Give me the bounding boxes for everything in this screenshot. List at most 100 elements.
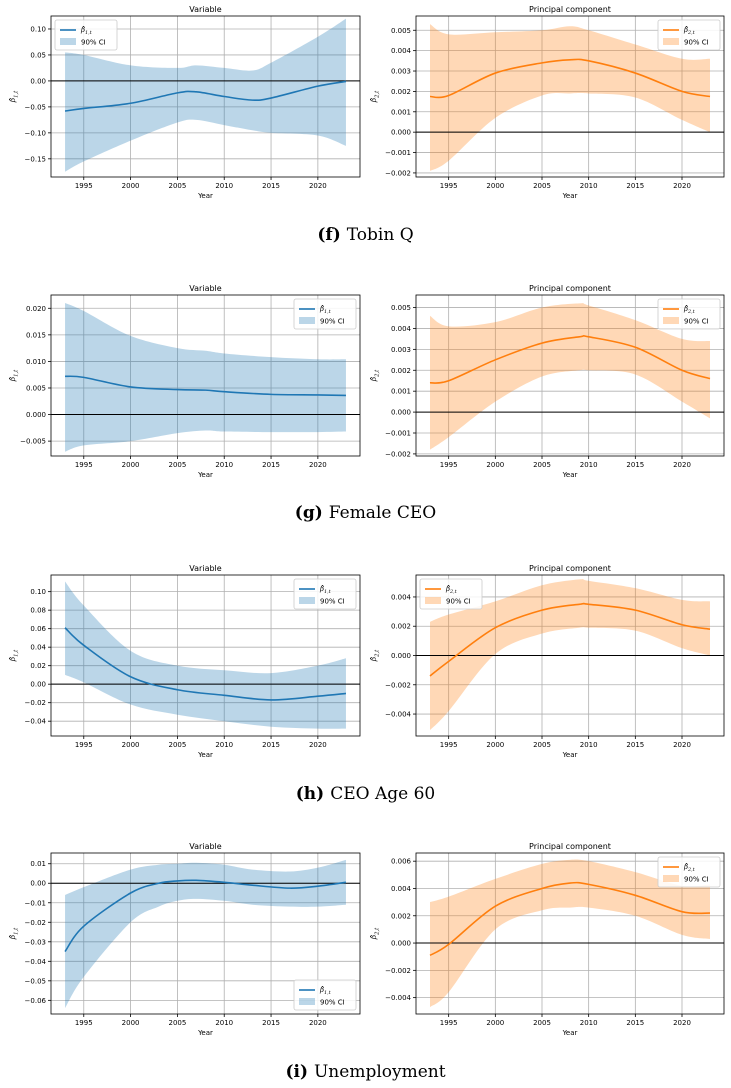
axes-frame [50, 294, 361, 457]
y-tick-label: 0.001 [391, 388, 411, 396]
legend-line-label: β̂1,t [319, 584, 331, 595]
x-tick-label: 1995 [440, 1019, 458, 1027]
y-tick-label: 0.005 [391, 304, 411, 312]
x-tick-label: 2005 [533, 1019, 551, 1027]
y-tick-label: 0.003 [391, 68, 411, 76]
x-tick-label: 2000 [486, 1019, 504, 1027]
legend-box [657, 298, 721, 330]
y-axis-label: β̂2,t [369, 649, 380, 662]
legend: β̂2,t 90% CI [657, 856, 721, 888]
y-axis-label-text: β̂2,t [369, 90, 380, 103]
chart-title: Principal component [529, 284, 611, 293]
legend-ci-label: 90% CI [320, 318, 345, 326]
legend-ci-label: 90% CI [320, 999, 345, 1007]
caption-text: CEO Age 60 [330, 784, 436, 804]
x-tick-label: 2020 [309, 1019, 327, 1027]
x-tick-label: 2020 [673, 1019, 691, 1027]
x-tick-label: 1995 [440, 182, 458, 190]
x-tick-label: 2010 [215, 741, 233, 749]
x-tick-label: 2010 [580, 1019, 598, 1027]
y-axis-label: β̂1,t [8, 927, 19, 940]
caption-letter: (h) [295, 784, 325, 804]
y-tick-label: 0.000 [26, 411, 46, 419]
estimate-line [64, 80, 347, 112]
legend-line-label-text: β̂1,t [80, 25, 92, 36]
legend-line-label-text: β̂2,t [683, 25, 695, 36]
x-axis-label: Year [197, 192, 213, 200]
caption-f: (f) Tobin Q [0, 225, 731, 245]
legend-line-label-text: β̂1,t [319, 985, 331, 996]
chart-title: Principal component [529, 5, 611, 14]
caption-i: (i) Unemployment [0, 1062, 731, 1082]
y-tick-label: 0.000 [391, 129, 411, 137]
axes-frame [50, 852, 361, 1015]
y-axis-label-text: β̂1,t [8, 90, 19, 103]
chart-1-1: 1995 2000 2005 2010 2015 2020 −0.002 −0.001 0.00… [369, 284, 725, 479]
legend-ci-swatch [663, 317, 679, 324]
x-tick-label: 1995 [75, 741, 93, 749]
legend-line-label-text: β̂1,t [319, 584, 331, 595]
x-tick-label: 2000 [122, 1019, 140, 1027]
y-tick-label: −0.02 [25, 919, 46, 927]
legend: β̂1,t 90% CI [293, 979, 357, 1011]
ci-band [65, 859, 346, 1009]
estimate-line [429, 881, 711, 957]
y-tick-label: 0.020 [26, 305, 46, 313]
x-tick-label: 2020 [309, 741, 327, 749]
x-tick-label: 2000 [486, 741, 504, 749]
axes-frame [415, 852, 725, 1015]
x-axis-label: Year [562, 192, 578, 200]
legend-ci-label: 90% CI [684, 876, 709, 884]
legend-box [657, 856, 721, 888]
x-tick-label: 2015 [262, 461, 280, 469]
y-tick-label: −0.02 [25, 699, 46, 707]
legend-ci-label: 90% CI [446, 598, 471, 606]
estimate-line [64, 627, 347, 701]
estimate-line [429, 334, 711, 384]
x-tick-label: 2000 [486, 461, 504, 469]
y-tick-label: 0.002 [391, 912, 411, 920]
x-tick-label: 2000 [122, 741, 140, 749]
y-tick-label: 0.00 [30, 681, 46, 689]
x-axis-label: Year [197, 471, 213, 479]
legend-ci-label: 90% CI [684, 39, 709, 47]
y-tick-label: 0.02 [30, 662, 46, 670]
x-axis-label: Year [562, 1029, 578, 1037]
legend-ci-label: 90% CI [320, 598, 345, 606]
legend-ci-swatch [663, 875, 679, 882]
legend-line-label-text: β̂2,t [683, 862, 695, 873]
caption-letter: (f) [317, 225, 341, 245]
y-axis-label: β̂1,t [8, 90, 19, 103]
y-tick-label: −0.002 [385, 450, 411, 458]
y-tick-label: −0.001 [385, 149, 411, 157]
caption-text: Unemployment [313, 1062, 446, 1082]
x-tick-label: 2015 [626, 1019, 644, 1027]
y-tick-label: −0.04 [25, 718, 47, 726]
legend-ci-swatch [299, 597, 315, 604]
y-tick-label: 0.000 [391, 409, 411, 417]
legend-line-label: β̂2,t [683, 25, 695, 36]
legend: β̂1,t 90% CI [293, 578, 357, 610]
chart-title: Variable [189, 564, 221, 573]
y-tick-label: −0.10 [25, 129, 46, 137]
legend-ci-swatch [299, 998, 315, 1005]
x-tick-label: 2015 [262, 741, 280, 749]
x-tick-label: 2010 [215, 182, 233, 190]
y-tick-label: −0.002 [385, 169, 411, 177]
x-tick-label: 2010 [580, 182, 598, 190]
caption-letter: (i) [285, 1062, 308, 1082]
legend-line-label-text: β̂2,t [445, 584, 457, 595]
y-tick-label: 0.006 [391, 858, 412, 866]
caption-letter: (g) [294, 503, 323, 523]
legend: β̂2,t 90% CI [419, 578, 483, 610]
x-tick-label: 2005 [168, 741, 186, 749]
x-tick-label: 2010 [580, 461, 598, 469]
x-tick-label: 2020 [309, 182, 327, 190]
y-tick-label: −0.002 [385, 967, 411, 975]
y-tick-label: −0.001 [385, 430, 411, 438]
y-tick-label: −0.04 [25, 958, 47, 966]
chart-2-1: 1995 2000 2005 2010 2015 2020 −0.004 −0.002 0.00… [369, 564, 725, 759]
y-tick-label: −0.05 [25, 977, 46, 985]
y-axis-label-text: β̂2,t [369, 927, 380, 940]
